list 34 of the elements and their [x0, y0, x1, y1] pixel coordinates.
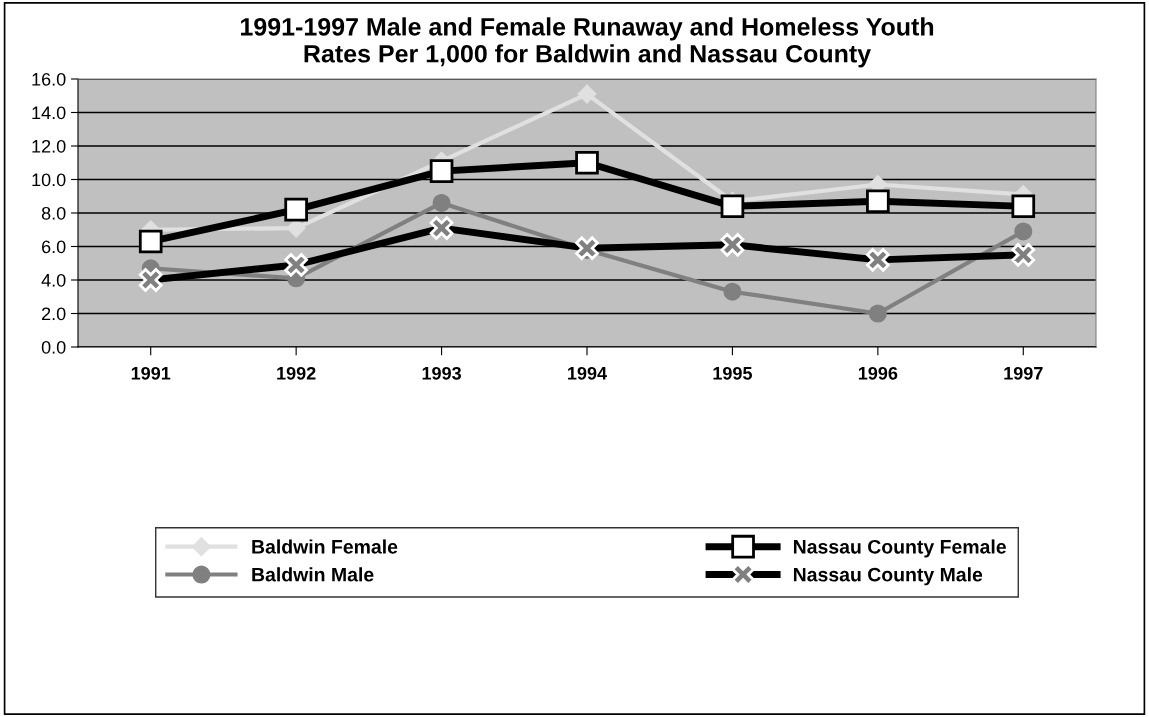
point: [284, 197, 308, 222]
y-tick-label: 4.0: [41, 273, 66, 287]
y-tick-label: 0.0: [41, 340, 66, 354]
y-tick-label: 16.0: [32, 72, 66, 86]
legend-label: Nassau County Male: [793, 567, 983, 586]
point: [1014, 222, 1033, 241]
x-tick-label: 1996: [858, 366, 898, 380]
point: [868, 304, 887, 323]
chart-title: 1991-1997 Male and Female Runaway and Homeless Youth Rates Per 1,000 for Baldwin and Nassau County: [241, 17, 934, 68]
legend-label: Baldwin Female: [252, 539, 398, 554]
point: [866, 189, 890, 214]
point: [429, 159, 454, 183]
y-tick-label: 8.0: [41, 206, 66, 220]
point: [577, 84, 597, 104]
y-tick-label: 10.0: [32, 173, 66, 187]
point: [286, 218, 306, 238]
point: [720, 194, 745, 219]
point: [575, 150, 599, 175]
x-tick-label: 1992: [277, 366, 316, 380]
x-tick-label: 1991: [131, 366, 171, 380]
x-tick-label: 1994: [568, 366, 607, 380]
x-tick-label: 1995: [713, 366, 753, 380]
legend-label: Nassau County Female: [793, 539, 1006, 558]
legend-label: Baldwin Male: [252, 567, 374, 582]
y-tick-label: 12.0: [32, 139, 66, 153]
y-tick-label: 6.0: [42, 240, 66, 254]
point: [432, 193, 451, 212]
y-tick-label: 14.0: [32, 106, 66, 120]
point: [1011, 194, 1036, 219]
point: [138, 229, 163, 254]
x-tick-label: 1997: [1004, 366, 1043, 380]
point: [723, 282, 742, 301]
y-tick-label: 2.0: [42, 307, 66, 321]
x-tick-label: 1993: [422, 366, 461, 380]
